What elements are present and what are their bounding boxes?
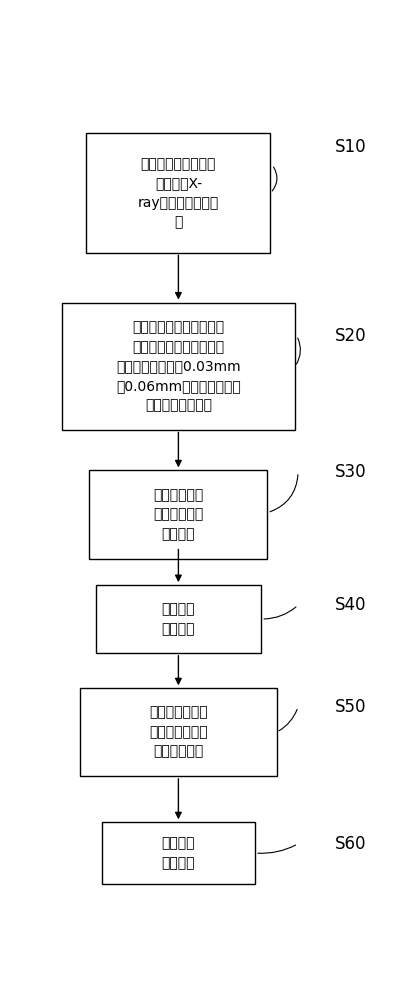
Bar — [86, 133, 270, 253]
FancyArrowPatch shape — [264, 607, 296, 619]
FancyArrowPatch shape — [279, 709, 297, 731]
Text: S10: S10 — [335, 138, 367, 156]
Text: 对打完内层靶孔的板进行
图形制作，使用开窗挡点
比盲孔孔径单边大0.03mm
至0.06mm的菲林进行曝光
，并制作盲孔开窗: 对打完内层靶孔的板进行 图形制作，使用开窗挡点 比盲孔孔径单边大0.03mm 至… — [116, 320, 241, 412]
Bar — [95, 585, 261, 653]
FancyArrowPatch shape — [272, 167, 277, 191]
FancyArrowPatch shape — [258, 845, 296, 853]
Text: S60: S60 — [335, 835, 366, 853]
FancyArrowPatch shape — [297, 338, 301, 364]
Bar — [102, 822, 255, 884]
Text: S20: S20 — [335, 327, 367, 345]
Text: 线路图形对位使
用开窗时的靶，
进行图形蚀刻: 线路图形对位使 用开窗时的靶， 进行图形蚀刻 — [149, 706, 208, 759]
Bar — [80, 688, 276, 776]
Text: S30: S30 — [335, 463, 367, 481]
Bar — [89, 470, 267, 559]
Text: S40: S40 — [335, 596, 366, 614]
Text: 对板进行
填孔电镀: 对板进行 填孔电镀 — [162, 602, 195, 636]
Text: 对盲孔开窗后
的板进行激光
镭射打孔: 对盲孔开窗后 的板进行激光 镭射打孔 — [153, 488, 204, 541]
Text: S50: S50 — [335, 698, 366, 716]
Bar — [62, 303, 295, 430]
FancyArrowPatch shape — [270, 475, 298, 512]
Text: 正常制作
后续工序: 正常制作 后续工序 — [162, 836, 195, 870]
Text: 对多个基板进行层压
后，使用X-
ray打靶机打内层靶
孔: 对多个基板进行层压 后，使用X- ray打靶机打内层靶 孔 — [138, 157, 219, 229]
